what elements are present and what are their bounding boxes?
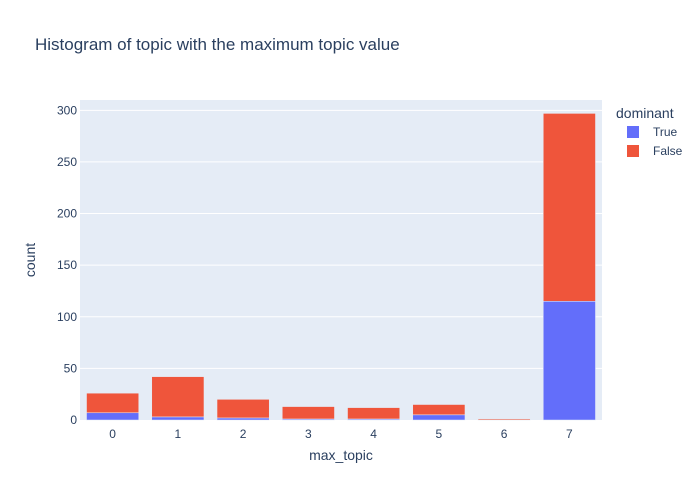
y-tick-label: 100: [57, 310, 77, 324]
x-axis-title: max_topic: [309, 447, 373, 463]
legend-label-true: True: [653, 125, 678, 139]
y-axis-title: count: [22, 243, 38, 277]
x-tick-label: 5: [436, 427, 443, 441]
legend-swatch-false: [627, 145, 639, 157]
gridlines: [80, 109, 602, 369]
bar-false-4: [347, 407, 400, 420]
bar-true-0: [86, 412, 139, 421]
bar-false-6: [477, 418, 531, 421]
legend: dominant True False: [616, 105, 683, 158]
bar-false-2: [216, 399, 270, 419]
bar-false-1: [151, 376, 205, 418]
y-tick-label: 300: [57, 103, 77, 117]
plot-area: [80, 100, 602, 420]
x-tick-label: 7: [566, 427, 573, 441]
y-tick-label: 0: [70, 413, 77, 427]
x-axis-ticks: 0 1 2 3 4 5 6 7: [109, 427, 573, 441]
bar-true-5: [412, 414, 466, 421]
y-axis-ticks: 0 50 100 150 200 250 300: [57, 103, 77, 427]
bar-false-3: [282, 406, 335, 420]
y-tick-label: 50: [64, 361, 78, 375]
legend-label-false: False: [653, 144, 683, 158]
x-tick-label: 0: [109, 427, 116, 441]
legend-swatch-true: [627, 126, 639, 138]
legend-title: dominant: [616, 105, 674, 121]
chart-title: Histogram of topic with the maximum topi…: [35, 35, 400, 54]
x-tick-label: 4: [370, 427, 377, 441]
x-tick-label: 3: [305, 427, 312, 441]
bar-true-2: [216, 417, 270, 421]
x-tick-label: 6: [501, 427, 508, 441]
bar-true-1: [151, 416, 205, 421]
bar-false-7: [543, 113, 596, 302]
y-tick-label: 150: [57, 258, 77, 272]
bar-false-0: [86, 392, 139, 414]
y-tick-label: 200: [57, 207, 77, 221]
bar-false-5: [412, 404, 466, 416]
y-tick-label: 250: [57, 155, 77, 169]
x-tick-label: 2: [240, 427, 247, 441]
bar-true-7: [543, 301, 596, 421]
x-tick-label: 1: [175, 427, 182, 441]
bars: [86, 113, 596, 421]
